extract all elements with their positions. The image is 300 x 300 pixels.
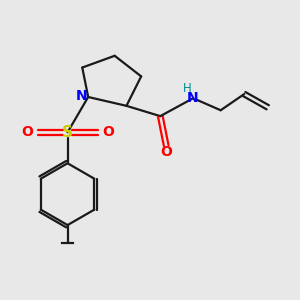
Text: N: N [187, 92, 199, 106]
Text: O: O [160, 145, 172, 159]
Text: O: O [21, 125, 33, 139]
Text: H: H [183, 82, 192, 95]
Text: S: S [62, 125, 73, 140]
Text: N: N [76, 88, 88, 103]
Text: O: O [102, 125, 114, 139]
